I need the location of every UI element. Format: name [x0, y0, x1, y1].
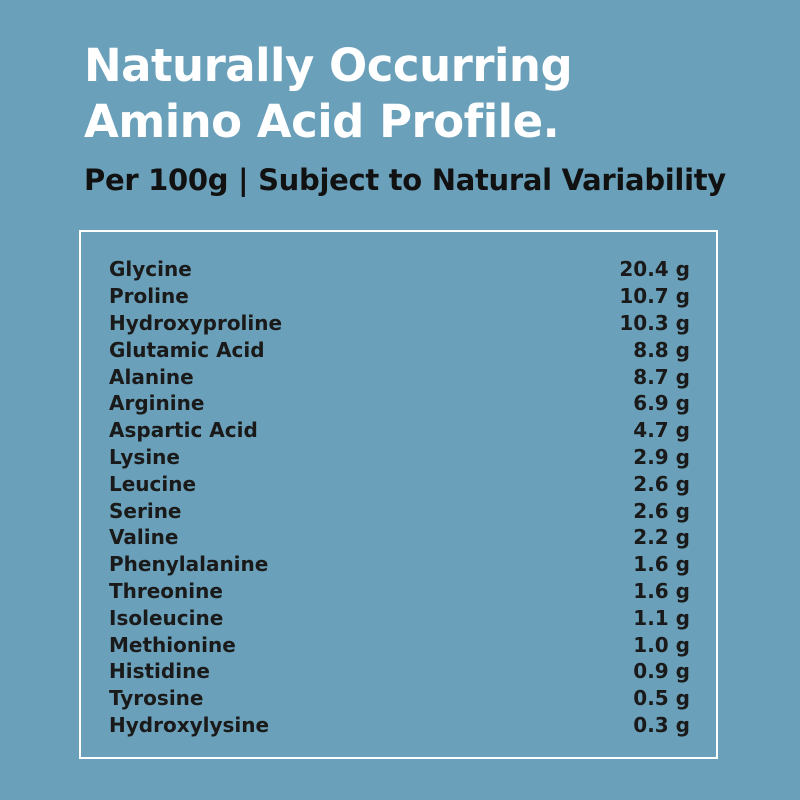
amino-acid-name: Isoleucine — [109, 605, 224, 630]
list-item: Serine 2.6 g — [109, 497, 690, 524]
amino-acid-panel: Glycine 20.4 g Proline 10.7 g Hydroxyproline… — [79, 230, 718, 759]
amino-acid-name: Lysine — [109, 444, 180, 469]
amino-acid-name: Valine — [109, 525, 179, 550]
title-line-1: Naturally Occurring — [84, 39, 573, 92]
amino-acid-name: Threonine — [109, 578, 223, 603]
amino-acid-amount: 2.9 g — [633, 444, 690, 469]
amino-acid-amount: 4.7 g — [633, 418, 690, 443]
amino-acid-name: Phenylalanine — [109, 552, 269, 577]
amino-acid-name: Tyrosine — [109, 686, 204, 711]
list-item: Valine 2.2 g — [109, 524, 690, 551]
subtitle: Per 100g | Subject to Natural Variabilit… — [84, 163, 726, 197]
amino-acid-name: Proline — [109, 284, 189, 309]
amino-acid-name: Histidine — [109, 659, 210, 684]
list-item: Threonine 1.6 g — [109, 578, 690, 605]
amino-acid-name: Hydroxyproline — [109, 310, 283, 335]
amino-acid-name: Leucine — [109, 471, 197, 496]
list-item: Alanine 8.7 g — [109, 363, 690, 390]
list-item: Isoleucine 1.1 g — [109, 604, 690, 631]
amino-acid-amount: 0.9 g — [633, 659, 690, 684]
amino-acid-amount: 1.0 g — [633, 632, 690, 657]
amino-acid-amount: 8.7 g — [633, 364, 690, 389]
amino-acid-amount: 2.2 g — [633, 525, 690, 550]
amino-acid-name: Glutamic Acid — [109, 337, 265, 362]
amino-acid-name: Aspartic Acid — [109, 418, 258, 443]
list-item: Glutamic Acid 8.8 g — [109, 336, 690, 363]
list-item: Aspartic Acid 4.7 g — [109, 417, 690, 444]
amino-acid-amount: 0.3 g — [633, 712, 690, 737]
list-item: Hydroxyproline 10.3 g — [109, 310, 690, 337]
amino-acid-name: Alanine — [109, 364, 194, 389]
amino-acid-amount: 1.1 g — [633, 605, 690, 630]
amino-acid-amount: 2.6 g — [633, 471, 690, 496]
amino-acid-list: Glycine 20.4 g Proline 10.7 g Hydroxyproline… — [109, 256, 690, 738]
amino-acid-amount: 0.5 g — [633, 686, 690, 711]
list-item: Glycine 20.4 g — [109, 256, 690, 283]
page-title: Naturally Occurring Amino Acid Profile. — [84, 38, 573, 150]
list-item: Tyrosine 0.5 g — [109, 685, 690, 712]
amino-acid-amount: 10.3 g — [619, 310, 690, 335]
list-item: Histidine 0.9 g — [109, 658, 690, 685]
amino-acid-amount: 8.8 g — [633, 337, 690, 362]
list-item: Proline 10.7 g — [109, 283, 690, 310]
amino-acid-name: Arginine — [109, 391, 205, 416]
list-item: Methionine 1.0 g — [109, 631, 690, 658]
amino-acid-amount: 1.6 g — [633, 552, 690, 577]
amino-acid-name: Serine — [109, 498, 182, 523]
amino-acid-amount: 1.6 g — [633, 578, 690, 603]
list-item: Phenylalanine 1.6 g — [109, 551, 690, 578]
title-line-2: Amino Acid Profile. — [84, 95, 560, 148]
amino-acid-name: Methionine — [109, 632, 236, 657]
list-item: Leucine 2.6 g — [109, 470, 690, 497]
list-item: Arginine 6.9 g — [109, 390, 690, 417]
list-item: Hydroxylysine 0.3 g — [109, 712, 690, 739]
amino-acid-name: Glycine — [109, 257, 192, 282]
amino-acid-name: Hydroxylysine — [109, 712, 270, 737]
amino-acid-amount: 2.6 g — [633, 498, 690, 523]
list-item: Lysine 2.9 g — [109, 444, 690, 471]
amino-acid-amount: 20.4 g — [619, 257, 690, 282]
amino-acid-amount: 6.9 g — [633, 391, 690, 416]
amino-acid-amount: 10.7 g — [619, 284, 690, 309]
